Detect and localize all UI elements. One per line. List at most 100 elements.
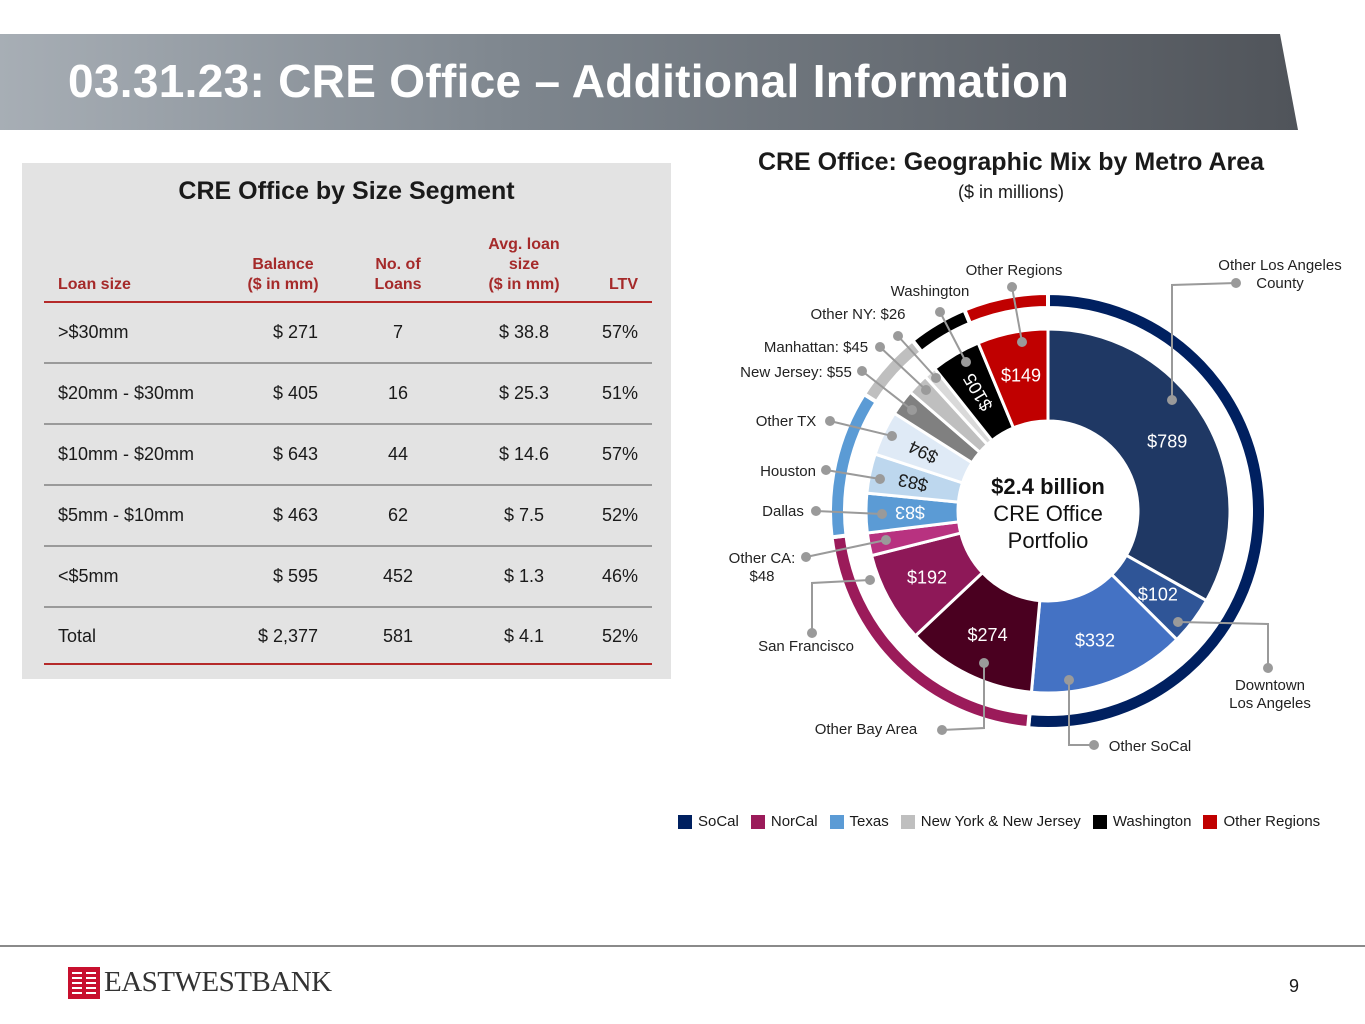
table-cell: $ 2,377 (257, 626, 318, 646)
table-cell: $ 7.5 (503, 505, 545, 525)
table-cell: $ 1.3 (503, 566, 545, 586)
center-label-total: $2.4 billion (991, 474, 1105, 499)
page-title: 03.31.23: CRE Office – Additional Inform… (68, 55, 1069, 107)
col-balance: Balance ($ in mm) (247, 256, 319, 293)
footer-divider (0, 945, 1365, 947)
table-header: Loan size Balance ($ in mm) No. of Loans… (44, 233, 652, 303)
callout-leader-line (897, 335, 937, 379)
chart-subtitle: ($ in millions) (957, 182, 1065, 202)
table-cell: 57% (601, 322, 638, 342)
table-cell: 16 (387, 383, 409, 403)
callout-dot (1064, 675, 1074, 685)
table-row: $20mm - $30mm $ 405 16 $ 25.3 51% (44, 364, 652, 425)
callout-dot (875, 474, 885, 484)
table-total-row: Total $ 2,377 581 $ 4.1 52% (44, 608, 652, 665)
callout-dot (811, 506, 821, 516)
table-cell: 52% (601, 626, 638, 646)
table-cell: $ 405 (272, 383, 318, 403)
donut-slice (1029, 572, 1179, 695)
table-cell: $10mm - $20mm (58, 444, 195, 464)
callout-dot (825, 416, 835, 426)
slice-value-label: $274 (968, 625, 1008, 645)
size-segment-title: CRE Office by Size Segment (178, 177, 515, 205)
table-cell: $ 38.8 (498, 322, 550, 342)
callout-leader-line (829, 420, 893, 437)
callout-dot (893, 331, 903, 341)
callout-label: New Jersey: $55 (740, 364, 852, 381)
slice-value-label: $789 (1147, 431, 1187, 451)
callout-dot (875, 342, 885, 352)
callout-dot (1089, 740, 1099, 750)
callout-leader-line (1011, 286, 1023, 343)
callout-dot (1167, 395, 1177, 405)
table-cell: $ 643 (272, 444, 318, 464)
table-row: >$30mm $ 271 7 $ 38.8 57% (44, 303, 652, 364)
table-cell: 581 (382, 626, 414, 646)
callout-dot (931, 373, 941, 383)
table-cell: $5mm - $10mm (58, 505, 185, 525)
title-banner: 03.31.23: CRE Office – Additional Inform… (0, 34, 1298, 130)
callout-dot (881, 535, 891, 545)
size-segment-panel: CRE Office by Size Segment Loan size Bal… (22, 163, 671, 679)
legend-swatch (900, 814, 915, 829)
table-cell: $ 463 (272, 505, 318, 525)
callout-label: Other TX (756, 413, 817, 430)
legend-swatch (829, 814, 844, 829)
callout-label: Dallas (762, 503, 804, 520)
legend-label: Washington (1112, 813, 1192, 830)
table-cell: 51% (601, 383, 638, 403)
table-row: <$5mm $ 595 452 $ 1.3 46% (44, 547, 652, 608)
legend-item: Other Regions (1203, 813, 1320, 830)
legend-item: Washington (1092, 813, 1192, 830)
table-cell: 44 (387, 444, 409, 464)
slice-value-label: $149 (1001, 366, 1041, 386)
legend-swatch (750, 814, 765, 829)
table-cell: $ 271 (272, 322, 318, 342)
slice-value-label: $192 (907, 567, 947, 587)
callout-dot (937, 725, 947, 735)
donut-slice (976, 327, 1050, 430)
callout-dot (921, 385, 931, 395)
slice-value-label: $102 (1138, 584, 1178, 604)
callout-dot (1231, 278, 1241, 288)
legend-swatch (1092, 814, 1107, 829)
page-number: 9 (1288, 976, 1299, 996)
legend-label: NorCal (770, 813, 818, 830)
col-loan-size: Loan size (58, 276, 131, 293)
callout-dot (857, 366, 867, 376)
callout-dot (1007, 282, 1017, 292)
col-no-loans: No. of Loans (374, 256, 422, 293)
center-label-line3: Portfolio (1008, 528, 1089, 553)
callout-leader-line (811, 579, 871, 633)
table-cell: 52% (601, 505, 638, 525)
legend-label: Other Regions (1223, 813, 1321, 830)
callout-dot (877, 509, 887, 519)
callout-label: Washington (891, 283, 970, 300)
col-avg-loan-size: Avg. loan size ($ in mm) (488, 236, 560, 293)
slice-value-label: $83 (895, 502, 925, 522)
legend-item: NorCal (750, 813, 818, 830)
legend-label: SoCal (698, 813, 739, 830)
legend-label: New York & New Jersey (920, 813, 1081, 830)
table-cell: <$5mm (58, 566, 119, 586)
table-cell: $20mm - $30mm (58, 383, 195, 403)
callout-dot (1173, 617, 1183, 627)
callout-label: Other CA: $48 (729, 550, 796, 585)
callout-dot (887, 431, 897, 441)
legend-label: Texas (849, 813, 889, 830)
table-cell: 62 (387, 505, 409, 525)
callout-dot (1263, 663, 1273, 673)
table-cell: $ 14.6 (498, 444, 550, 464)
donut-slice (1046, 327, 1232, 603)
table-cell: >$30mm (58, 322, 129, 342)
chart-legend: SoCal NorCal Texas New York & New Jersey Was… (678, 813, 1332, 830)
callout-dot (821, 465, 831, 475)
table-cell: 46% (601, 566, 638, 586)
chart-title: CRE Office: Geographic Mix by Metro Area (757, 148, 1265, 176)
callout-label: Other SoCal (1109, 738, 1192, 755)
callout-label: Other Bay Area (815, 721, 918, 738)
callout-dot (1017, 337, 1027, 347)
table-cell: 57% (601, 444, 638, 464)
logo-wordmark: EASTWESTBANK (104, 966, 332, 998)
